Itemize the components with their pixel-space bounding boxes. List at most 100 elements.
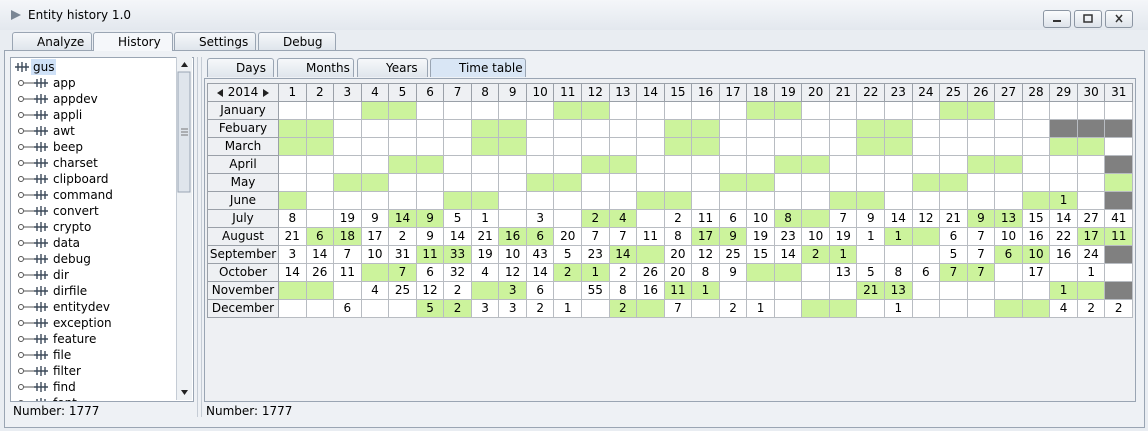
day-cell [278, 281, 307, 300]
tree-node[interactable]: file [11, 347, 171, 363]
close-button[interactable] [1105, 10, 1133, 28]
day-cell [470, 173, 500, 192]
day-cell: 3 [278, 245, 307, 264]
node-label: appdev [53, 92, 98, 106]
day-cell [1104, 245, 1133, 264]
day-cell: 1 [856, 227, 886, 246]
day-cell [801, 137, 830, 156]
day-cell [718, 281, 748, 300]
maximize-button[interactable] [1074, 10, 1102, 28]
tree-node[interactable]: exception [11, 315, 171, 331]
day-cell [360, 299, 390, 318]
day-header: 30 [1076, 83, 1106, 102]
day-cell [691, 119, 720, 138]
month-row: October 14 26 11 7 6 32 4 12 14 2 1 2 26 20 8 9 13 5 8 6 7 7 17… [207, 263, 1133, 282]
day-cell: 7 [828, 209, 858, 228]
day-cell [581, 191, 610, 210]
day-cell [415, 191, 445, 210]
day-cell [1076, 119, 1106, 138]
day-cell: 2 [443, 299, 472, 318]
minimize-button[interactable] [1043, 10, 1071, 28]
day-cell [278, 101, 307, 120]
day-cell [553, 119, 583, 138]
tree-node[interactable]: appli [11, 107, 171, 123]
entity-tree: gus app appdev appli awt beep charset clipboard… [10, 57, 194, 402]
day-cell: 1 [1076, 263, 1106, 282]
tree-node[interactable]: entitydev [11, 299, 171, 315]
tree-node[interactable]: charset [11, 155, 171, 171]
tree-node[interactable]: find [11, 379, 171, 395]
node-label: convert [53, 204, 99, 218]
splitter[interactable] [197, 57, 202, 417]
tree-node[interactable]: appdev [11, 91, 171, 107]
day-cell [773, 119, 803, 138]
tree-node[interactable]: gus [11, 59, 171, 75]
day-cell [801, 173, 830, 192]
day-cell: 26 [636, 263, 665, 282]
day-cell: 21 [856, 281, 886, 300]
day-cell: 1 [746, 299, 775, 318]
day-cell [966, 173, 996, 192]
day-cell [1021, 137, 1051, 156]
year-selector[interactable]: 2014 [207, 83, 279, 102]
tree-node[interactable]: debug [11, 251, 171, 267]
day-cell [994, 101, 1023, 120]
view-tab[interactable]: Time table [430, 58, 526, 77]
day-cell [581, 119, 610, 138]
day-cell: 2 [525, 299, 555, 318]
day-cell [691, 173, 720, 192]
day-cell [911, 299, 941, 318]
day-cell [553, 101, 583, 120]
day-cell [966, 281, 996, 300]
day-cell [884, 245, 913, 264]
day-header: 21 [828, 83, 858, 102]
tree-node[interactable]: awt [11, 123, 171, 139]
day-cell: 5 [939, 245, 968, 264]
day-cell [333, 119, 362, 138]
tree-node[interactable]: crypto [11, 219, 171, 235]
day-cell [553, 281, 583, 300]
day-cell [939, 173, 968, 192]
tree-node[interactable]: font [11, 395, 171, 401]
main-tab[interactable]: History [93, 32, 173, 51]
day-cell [388, 119, 417, 138]
day-cell [581, 137, 610, 156]
day-cell: 2 [1076, 299, 1106, 318]
day-cell [1049, 119, 1078, 138]
scrollbar[interactable] [176, 57, 192, 400]
day-cell [966, 101, 996, 120]
day-cell [636, 191, 665, 210]
tree-node[interactable]: dir [11, 267, 171, 283]
tree-node[interactable]: convert [11, 203, 171, 219]
main-tab[interactable]: Analyze [12, 32, 92, 50]
view-tab[interactable]: Days [207, 58, 274, 77]
day-cell: 12 [498, 263, 527, 282]
tree-node[interactable]: command [11, 187, 171, 203]
view-tab[interactable]: Months [277, 58, 354, 77]
day-cell [443, 119, 472, 138]
tree-node[interactable]: filter [11, 363, 171, 379]
day-header: 31 [1104, 83, 1133, 102]
day-cell [360, 101, 390, 120]
day-cell [388, 101, 417, 120]
day-cell [608, 101, 638, 120]
day-cell [663, 191, 693, 210]
tree-node[interactable]: beep [11, 139, 171, 155]
day-cell [443, 191, 472, 210]
tree-node[interactable]: app [11, 75, 171, 91]
title-bar: Entity history 1.0 [0, 0, 1148, 30]
month-label: September [207, 245, 279, 264]
day-header: 26 [966, 83, 996, 102]
day-cell [1021, 299, 1051, 318]
node-label: charset [53, 156, 98, 170]
day-cell: 21 [939, 209, 968, 228]
main-tab[interactable]: Debug [258, 32, 336, 50]
tree-node[interactable]: dirfile [11, 283, 171, 299]
day-cell: 55 [581, 281, 610, 300]
tree-node[interactable]: data [11, 235, 171, 251]
tree-node[interactable]: clipboard [11, 171, 171, 187]
tree-node[interactable]: feature [11, 331, 171, 347]
day-cell [470, 119, 500, 138]
view-tab[interactable]: Years [357, 58, 428, 77]
main-tab[interactable]: Settings [174, 32, 256, 50]
